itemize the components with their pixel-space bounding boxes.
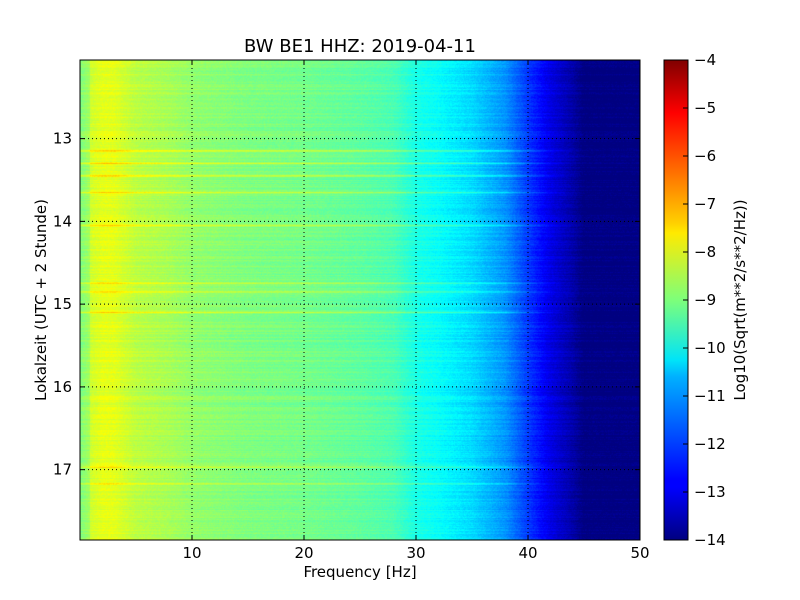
colorbar-label: Log10(Sqrt(m**2/s**2/Hz)) (731, 199, 749, 400)
x-tick-label: 10 (182, 544, 201, 562)
colorbar-tick-label: −6 (694, 147, 716, 165)
x-tick-label: 50 (630, 544, 649, 562)
colorbar-tick-label: −9 (694, 291, 716, 309)
colorbar-tick-label: −4 (694, 51, 716, 69)
colorbar-tick-label: −8 (694, 243, 716, 261)
colorbar-ticks: −4 −5 −6 −7 −8 −9 −10 −11 −12 −13 −14 (683, 51, 726, 549)
y-axis-label: Lokalzeit (UTC + 2 Stunde) (32, 199, 50, 401)
colorbar-tick-label: −14 (694, 531, 726, 549)
x-tick-label: 40 (518, 544, 537, 562)
y-tick-label: 17 (53, 461, 72, 479)
y-tick-label: 13 (53, 130, 72, 148)
plot-frame (79, 59, 641, 541)
x-axis-label: Frequency [Hz] (303, 563, 416, 581)
y-tick-label: 16 (53, 378, 72, 396)
plot-area (80, 60, 640, 540)
y-tick-label: 15 (53, 295, 72, 313)
colorbar-tick-label: −7 (694, 195, 716, 213)
x-axis-ticks: 10 20 30 40 50 (182, 60, 650, 562)
colorbar-tick-label: −10 (694, 339, 726, 357)
grid-lines (80, 60, 640, 540)
y-axis-ticks: 13 14 15 16 17 (53, 130, 640, 479)
colorbar-tick-label: −5 (694, 99, 716, 117)
colorbar-tick-label: −13 (694, 483, 726, 501)
y-tick-label: 14 (53, 212, 72, 230)
colorbar-tick-label: −12 (694, 435, 726, 453)
chart-title: BW BE1 HHZ: 2019-04-11 (244, 36, 476, 57)
colorbar-tick-label: −11 (694, 387, 726, 405)
x-tick-label: 20 (294, 544, 313, 562)
x-tick-label: 30 (406, 544, 425, 562)
